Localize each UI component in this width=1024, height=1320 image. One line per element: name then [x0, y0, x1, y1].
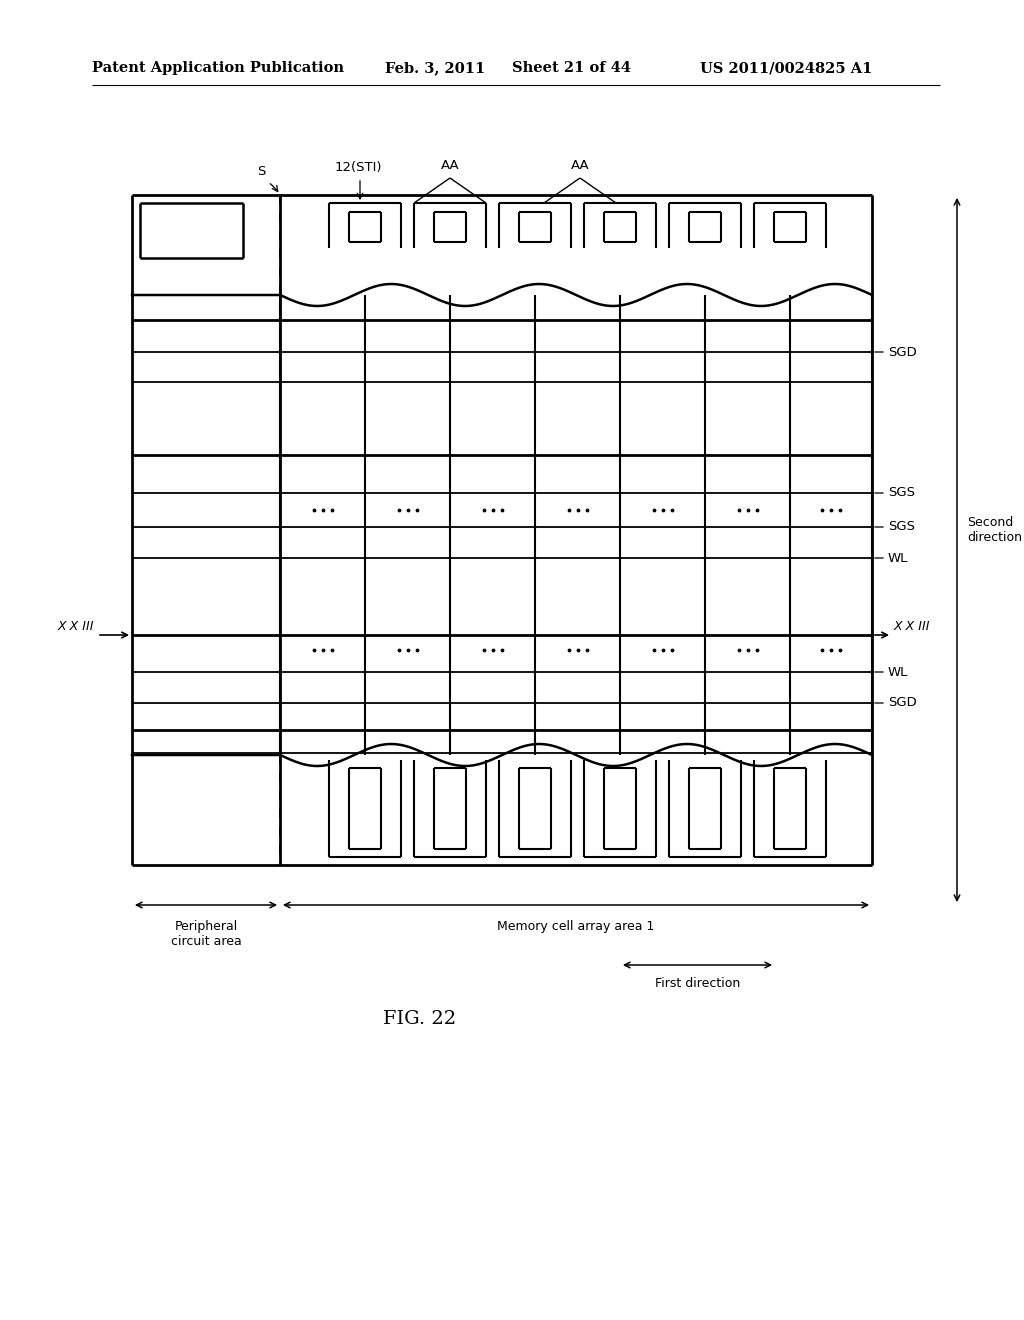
Text: Sheet 21 of 44: Sheet 21 of 44: [512, 61, 631, 75]
Text: Patent Application Publication: Patent Application Publication: [92, 61, 344, 75]
Text: Feb. 3, 2011: Feb. 3, 2011: [385, 61, 485, 75]
Text: FIG. 22: FIG. 22: [383, 1010, 457, 1028]
Text: AA: AA: [570, 158, 590, 172]
Text: WL: WL: [888, 665, 908, 678]
Text: First direction: First direction: [655, 977, 740, 990]
Text: X X III: X X III: [57, 620, 94, 634]
Text: WL: WL: [888, 552, 908, 565]
Text: AA: AA: [440, 158, 460, 172]
Text: Peripheral
circuit area: Peripheral circuit area: [171, 920, 242, 948]
Text: SGD: SGD: [888, 346, 916, 359]
Text: SGD: SGD: [888, 697, 916, 710]
Text: US 2011/0024825 A1: US 2011/0024825 A1: [700, 61, 872, 75]
Text: SGS: SGS: [888, 487, 915, 499]
Text: SGS: SGS: [888, 520, 915, 533]
Text: 12(STI): 12(STI): [334, 161, 382, 174]
Text: Memory cell array area 1: Memory cell array area 1: [498, 920, 654, 933]
Text: S: S: [257, 165, 265, 178]
Text: Second
direction: Second direction: [967, 516, 1022, 544]
Text: X X III: X X III: [894, 620, 931, 634]
